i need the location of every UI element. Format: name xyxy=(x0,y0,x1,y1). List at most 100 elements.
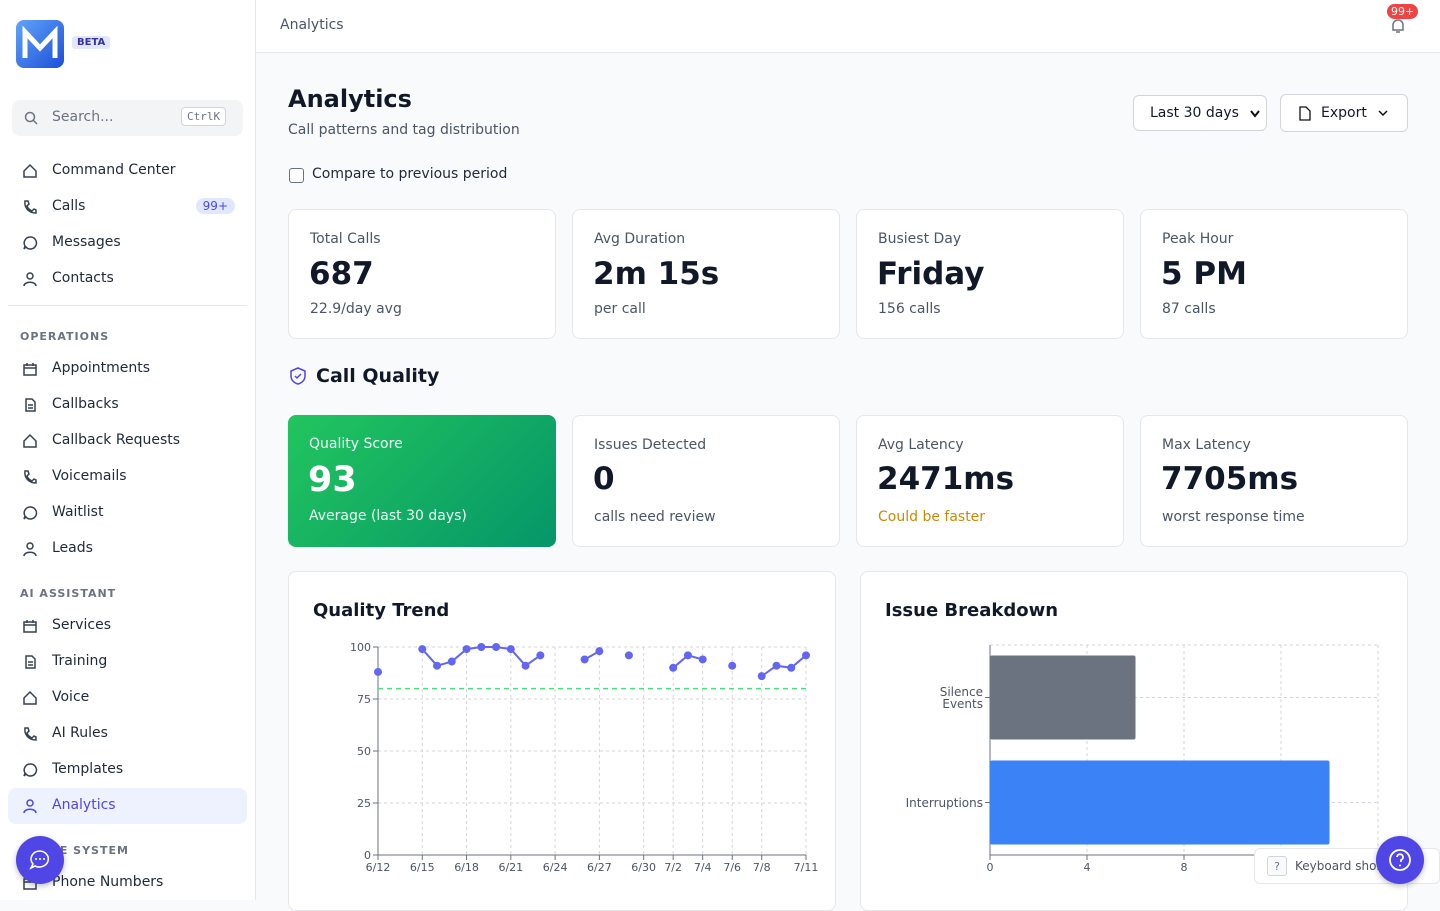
y-tick-label: 75 xyxy=(357,693,371,706)
file-icon xyxy=(1299,106,1311,121)
stat-note: calls need review xyxy=(594,509,716,525)
notification-badge: 99+ xyxy=(1387,4,1419,19)
stat-value: Friday xyxy=(877,256,985,292)
nav-icon xyxy=(23,620,37,633)
stat-card: Busiest Day Friday 156 calls xyxy=(856,209,1124,339)
nav-icon xyxy=(23,799,37,814)
nav-label: Waitlist xyxy=(52,504,104,520)
search-icon xyxy=(24,111,38,125)
stat-note: 87 calls xyxy=(1162,301,1216,317)
nav-item[interactable]: Calls 99+ xyxy=(8,189,247,225)
x-tick-label: 6/30 xyxy=(631,861,656,874)
nav-item[interactable]: Services xyxy=(8,608,247,644)
stat-card: Max Latency 7705ms worst response time xyxy=(1140,415,1408,547)
stat-value: 93 xyxy=(308,460,357,500)
point xyxy=(624,651,633,660)
nav-item[interactable]: Training xyxy=(8,644,247,680)
stat-label: Quality Score xyxy=(309,436,403,452)
stat-value: 0 xyxy=(593,461,615,497)
icon-shape xyxy=(24,470,37,484)
x-tick-label: 0 xyxy=(987,861,994,874)
bell[interactable] xyxy=(1390,17,1406,35)
stat-label: Max Latency xyxy=(1162,437,1251,453)
stat-label: Busiest Day xyxy=(878,231,962,247)
nav-item[interactable]: Callbacks xyxy=(8,387,247,423)
point xyxy=(698,655,707,664)
stat-card: Quality Score 93 Average (last 30 days) xyxy=(288,415,556,547)
icon-shape xyxy=(25,398,36,412)
chat-button[interactable] xyxy=(16,836,64,884)
nav-icon xyxy=(23,506,38,520)
stat-note: per call xyxy=(594,301,646,317)
search-placeholder: Search... xyxy=(52,109,114,125)
x-tick-label: 7/8 xyxy=(753,861,771,874)
nav-label: Command Center xyxy=(52,162,176,178)
point xyxy=(433,661,442,670)
point xyxy=(374,667,382,676)
stat-card: Avg Duration 2m 15s per call xyxy=(572,209,840,339)
icon-shape xyxy=(23,236,38,250)
page-subtitle: Call patterns and tag distribution xyxy=(288,122,520,138)
nav-item[interactable]: Contacts xyxy=(8,261,247,297)
chevron xyxy=(1378,110,1388,117)
nav-item[interactable]: AI Rules xyxy=(8,716,247,752)
export-label: Export xyxy=(1321,105,1367,121)
nav-item[interactable]: Command Center xyxy=(8,153,247,189)
nav-label: Analytics xyxy=(52,797,116,813)
nav-item[interactable]: Templates xyxy=(8,752,247,788)
nav-item[interactable]: Messages xyxy=(8,225,247,261)
bar xyxy=(990,760,1330,845)
icon-shape xyxy=(25,655,36,669)
point xyxy=(772,661,781,670)
checkbox[interactable] xyxy=(289,168,304,183)
nav-icon xyxy=(25,398,36,412)
compare-label: Compare to previous period xyxy=(312,166,508,182)
export-button[interactable]: Export xyxy=(1280,94,1408,132)
chevron xyxy=(1250,110,1260,118)
stat-note: Average (last 30 days) xyxy=(309,508,467,524)
y-tick-label: 0 xyxy=(364,849,371,862)
point xyxy=(521,661,530,670)
icon-shape xyxy=(23,506,38,520)
nav-item[interactable]: Waitlist xyxy=(8,495,247,531)
x-tick-label: 6/21 xyxy=(498,861,523,874)
nav-icon xyxy=(23,763,38,777)
y-tick-label: 50 xyxy=(357,745,371,758)
nav-item[interactable]: Callback Requests xyxy=(8,423,247,459)
nav-label: Training xyxy=(52,653,108,669)
nav-label: Appointments xyxy=(52,360,151,376)
point xyxy=(683,651,692,660)
range-select[interactable]: Last 30 days xyxy=(1133,95,1267,131)
shortcut: CtrlK xyxy=(181,107,227,126)
stat-card: Peak Hour 5 PM 87 calls xyxy=(1140,209,1408,339)
icon-shape xyxy=(23,163,37,178)
point xyxy=(418,645,427,654)
nav-item[interactable]: Voice xyxy=(8,680,247,716)
x-tick-label: 6/12 xyxy=(366,861,391,874)
chart-title: Quality Trend xyxy=(313,600,449,621)
nav-item[interactable]: Appointments xyxy=(8,351,247,387)
x-tick-label: 7/2 xyxy=(664,861,682,874)
nav-label: Contacts xyxy=(52,270,114,286)
line xyxy=(761,654,807,677)
x-tick-label: 8 xyxy=(1181,861,1188,874)
stat-label: Avg Latency xyxy=(878,437,964,453)
nav-icon xyxy=(24,470,37,484)
logo[interactable] xyxy=(16,20,64,68)
point xyxy=(595,647,604,656)
nav-item[interactable]: Voicemails xyxy=(8,459,247,495)
stat-note: 22.9/day avg xyxy=(310,301,402,317)
nav-icon xyxy=(23,363,37,376)
stat-label: Total Calls xyxy=(310,231,381,247)
stat-note: Could be faster xyxy=(878,509,986,525)
point xyxy=(802,651,810,660)
nav-item[interactable]: Leads xyxy=(8,531,247,567)
icon-shape xyxy=(23,690,37,705)
stat-value: 2m 15s xyxy=(593,256,720,292)
search[interactable]: Search... CtrlK xyxy=(12,100,243,136)
help-button[interactable] xyxy=(1376,836,1424,884)
chart-panel xyxy=(288,571,836,911)
nav-icon xyxy=(23,163,37,178)
nav-item[interactable]: Analytics xyxy=(8,788,247,824)
